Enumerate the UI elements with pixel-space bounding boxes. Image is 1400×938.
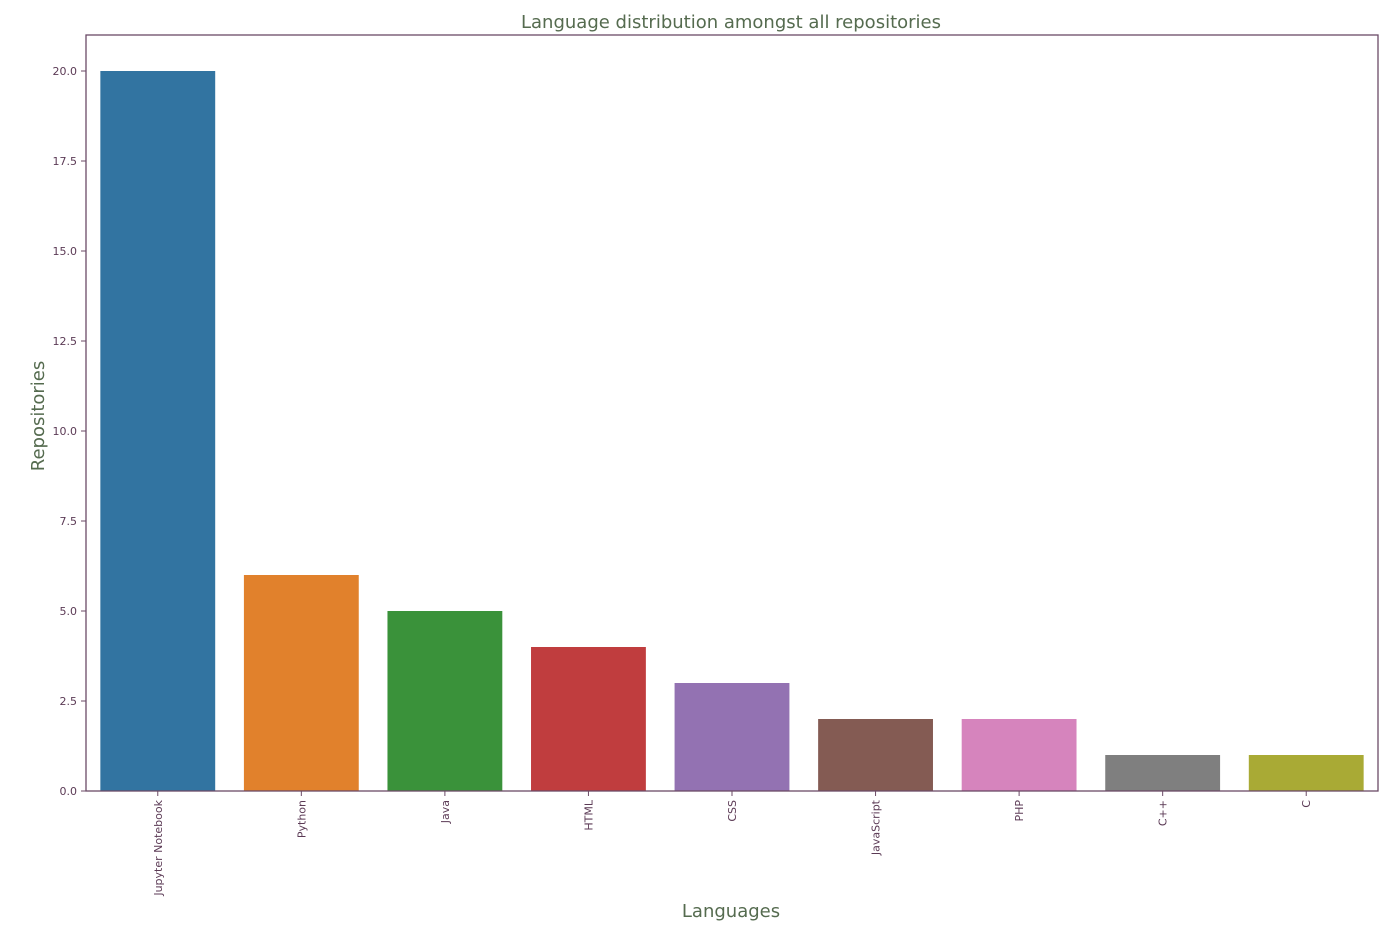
- x-tick-label: CSS: [726, 800, 739, 822]
- bars-group: [100, 71, 1364, 791]
- y-tick-label: 10.0: [53, 425, 78, 438]
- x-tick-label: C: [1300, 800, 1313, 808]
- bar-javascript: [818, 719, 933, 791]
- x-tick-label: PHP: [1013, 800, 1026, 822]
- x-tick-label: JavaScript: [870, 799, 883, 856]
- y-tick-label: 20.0: [53, 65, 78, 78]
- plot-frame: [85, 34, 1379, 792]
- x-tick-label: Jupyter Notebook: [152, 799, 165, 896]
- bar-jupyter-notebook: [100, 71, 216, 791]
- y-tick-label: 12.5: [53, 335, 78, 348]
- chart-title: Language distribution amongst all reposi…: [521, 12, 941, 33]
- bar-html: [531, 647, 646, 791]
- bar-c: [1248, 755, 1364, 791]
- y-tick-label: 15.0: [53, 245, 78, 258]
- bar-css: [674, 683, 790, 791]
- x-axis-ticks: Jupyter Notebook Python Java HTML CSS JavaScr…: [152, 791, 1313, 897]
- bar-cplusplus: [1105, 755, 1221, 791]
- y-tick-label: 0.0: [60, 785, 78, 798]
- y-axis-ticks: 0.0 2.5 5.0 7.5 10.0 12.5 15.0 17.5 20.0: [53, 65, 86, 798]
- x-tick-label: Java: [439, 800, 452, 824]
- x-axis-label: Languages: [682, 901, 780, 922]
- y-tick-label: 17.5: [53, 155, 78, 168]
- x-tick-label: C++: [1157, 800, 1170, 826]
- x-tick-label: HTML: [582, 799, 595, 830]
- y-tick-label: 7.5: [60, 515, 78, 528]
- y-tick-label: 5.0: [60, 605, 78, 618]
- y-axis-label: Repositories: [28, 361, 49, 472]
- bar-php: [961, 719, 1077, 791]
- bar-python: [243, 575, 359, 791]
- bar-java: [387, 611, 503, 791]
- x-tick-label: Python: [295, 800, 308, 838]
- y-tick-label: 2.5: [60, 695, 78, 708]
